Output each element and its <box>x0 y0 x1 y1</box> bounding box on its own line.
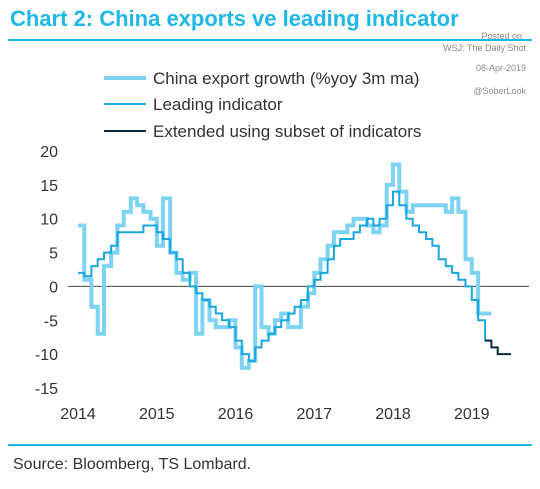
series-export-growth <box>78 162 492 370</box>
x-axis: 2014 2015 2016 2017 2018 2019 <box>60 406 489 423</box>
y-tick-label: 0 <box>49 279 58 296</box>
chart-title: Chart 2: China exports ve leading indica… <box>10 6 459 31</box>
x-tick-label: 2017 <box>296 406 332 423</box>
source-note: Source: Bloomberg, TS Lombard. <box>13 456 252 473</box>
title-divider <box>8 39 532 41</box>
legend: China export growth (%yoy 3m ma) Leading … <box>104 69 421 141</box>
legend-label: Extended using subset of indicators <box>153 122 421 141</box>
x-tick-label: 2019 <box>454 406 490 423</box>
y-tick-label: -15 <box>35 381 58 398</box>
series-leading-indicator <box>78 190 492 362</box>
x-tick-label: 2014 <box>60 406 96 423</box>
footer-divider <box>8 444 532 446</box>
plot-area <box>78 162 512 370</box>
y-tick-label: -5 <box>44 313 58 330</box>
watermark-handle: @SoberLook <box>473 86 526 96</box>
series-extended <box>485 339 512 356</box>
y-tick-label: 15 <box>40 178 58 195</box>
y-tick-label: 10 <box>40 212 58 229</box>
y-tick-label: 20 <box>40 144 58 161</box>
x-tick-label: 2015 <box>139 406 175 423</box>
legend-label: China export growth (%yoy 3m ma) <box>153 69 419 88</box>
x-tick-label: 2016 <box>218 406 254 423</box>
y-tick-label: 5 <box>49 246 58 263</box>
y-tick-label: -10 <box>35 347 58 364</box>
x-tick-label: 2018 <box>375 406 411 423</box>
y-axis: 20 15 10 5 0 -5 -10 -15 <box>35 144 58 398</box>
legend-label: Leading indicator <box>153 95 283 114</box>
watermark-posted: Posted on <box>481 31 522 41</box>
watermark-date: 08-Apr-2019 <box>475 63 526 73</box>
watermark-source: WSJ: The Daily Shot <box>443 43 526 53</box>
